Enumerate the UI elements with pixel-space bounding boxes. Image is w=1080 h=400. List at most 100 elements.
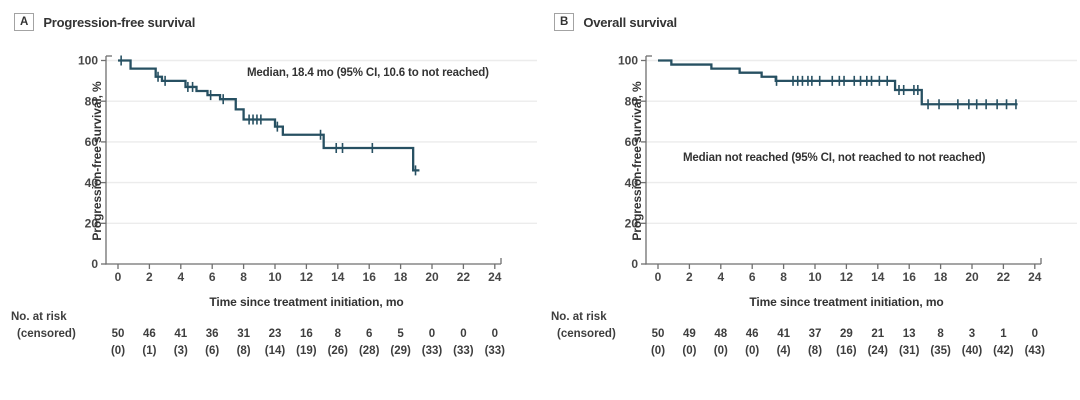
y-tick-label: 0 [91,257,98,271]
censored-count: (1) [142,345,157,357]
at-risk-count: 0 [460,328,467,340]
x-tick-label: 10 [808,270,822,284]
panel-overall-survival: B Overall survival 0 20 40 60 80 100 0 2 4 6 8 10 12… [540,0,1080,400]
x-tick-label: 4 [177,270,184,284]
y-tick-label: 100 [618,54,638,68]
at-risk-count: 36 [205,328,219,340]
censored-label: (censored) [557,328,616,340]
censored-count: (0) [650,345,666,357]
at-risk-count: 16 [299,328,313,340]
x-tick-label: 8 [780,270,787,284]
at-risk-count: 50 [651,328,665,340]
x-tick-label: 22 [457,270,471,284]
censored-count: (43) [1024,345,1046,357]
censored-count: (0) [682,345,697,357]
censored-row: (0) (1) (3) (6) (8) (14) (19) (26) (28) (29) (33) (… [0,345,540,359]
y-tick-label: 60 [625,135,639,149]
censored-count: (8) [807,345,823,357]
at-risk-count: 49 [682,328,696,340]
at-risk-count: 8 [937,328,944,340]
censored-count: (0) [745,345,760,357]
censored-count: (0) [713,345,728,357]
censored-count: (35) [930,345,951,357]
x-tick-label: 14 [871,270,885,284]
x-tick-label: 20 [425,270,439,284]
panel-a-header: A Progression-free survival [14,13,195,31]
x-tick-label: 20 [965,270,979,284]
y-tick-label: 20 [85,217,99,231]
at-risk-count: 13 [902,328,916,340]
x-axis-label: Time since treatment initiation, mo [209,295,404,309]
at-risk-count: 46 [745,328,759,340]
panel-b-title: Overall survival [583,14,677,30]
at-risk-count: 8 [334,328,341,340]
median-annotation: Median, 18.4 mo (95% CI, 10.6 to not rea… [247,67,489,79]
panel-a-title: Progression-free survival [43,14,196,30]
censored-count: (28) [358,345,380,357]
x-tick-label: 16 [363,270,377,284]
censored-count: (33) [421,345,443,357]
at-risk-count: 21 [871,328,885,340]
censored-count: (31) [898,345,920,357]
x-tick-label: 4 [717,270,724,284]
at-risk-label: No. at risk [11,311,67,323]
x-tick-label: 12 [840,270,854,284]
censored-count: (33) [453,345,474,357]
at-risk-count: 1 [1000,328,1007,340]
censored-count: (8) [236,345,251,357]
at-risk-count: 23 [268,328,282,340]
at-risk-count: 46 [142,328,156,340]
censored-count: (24) [867,345,889,357]
censored-count: (29) [390,345,411,357]
x-tick-label: 6 [749,270,756,284]
censored-count: (4) [776,345,791,357]
x-tick-label: 2 [146,270,153,284]
km-curve [658,59,1018,106]
at-risk-count: 0 [491,328,498,340]
x-tick-label: 24 [1028,270,1042,284]
y-tick-label: 80 [625,94,639,108]
panel-progression-free-survival: A Progression-free survival 0 20 40 60 80 100… [0,13,540,359]
x-tick-label: 12 [300,270,314,284]
median-annotation: Median not reached (95% CI, not reached … [683,152,986,164]
y-tick-label: 100 [78,54,98,68]
y-tick-label: 60 [85,135,99,149]
at-risk-count: 41 [174,328,188,340]
x-tick-label: 24 [488,270,502,284]
censored-count: (19) [296,345,317,357]
x-tick-label: 2 [686,270,693,284]
panel-b-header: B Overall survival [554,13,677,31]
y-tick-label: 0 [631,257,638,271]
censored-count: (40) [961,345,983,357]
y-tick-label: 20 [625,217,639,231]
at-risk-row: 50 46 41 36 31 23 16 8 6 5 0 0 0 [0,328,540,342]
censored-count: (14) [264,345,286,357]
y-axis-label: Progression-free survival, % [90,81,104,241]
panel-a-letter-badge: A [14,13,35,31]
y-tick-label: 40 [625,176,639,190]
x-tick-label: 0 [655,270,662,284]
at-risk-count: 0 [428,328,436,340]
x-tick-label: 22 [997,270,1011,284]
at-risk-count: 5 [397,328,404,340]
censored-row: (0) (0) (0) (0) (4) (8) (16) (24) (31) (35) (40) (4… [540,345,1080,359]
panel-b-letter-badge: B [554,13,575,31]
x-tick-label: 18 [934,270,948,284]
at-risk-row: 50 49 48 46 41 37 29 21 13 8 3 1 0 [540,328,1080,342]
at-risk-label: No. at risk [551,311,607,323]
x-tick-label: 18 [394,270,408,284]
at-risk-count: 48 [714,328,728,340]
censored-count: (26) [327,345,349,357]
at-risk-count: 41 [777,328,790,340]
x-axis-label: Time since treatment initiation, mo [749,295,944,309]
at-risk-count: 3 [968,328,976,340]
censored-count: (33) [484,345,506,357]
censored-count: (16) [836,345,857,357]
x-tick-label: 6 [209,270,216,284]
x-tick-label: 10 [268,270,282,284]
y-tick-label: 80 [85,94,99,108]
y-axis-label: Progression-free survival, % [630,81,644,241]
